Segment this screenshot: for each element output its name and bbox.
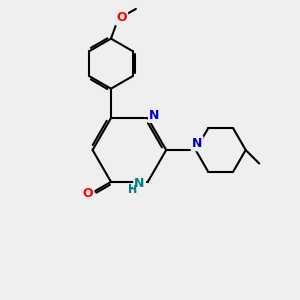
Text: N: N (149, 109, 160, 122)
Text: O: O (82, 187, 93, 200)
Text: H: H (128, 184, 138, 194)
Text: N: N (192, 137, 202, 150)
Text: N: N (149, 108, 160, 121)
Text: N: N (192, 137, 202, 150)
Text: O: O (117, 11, 127, 24)
Text: O: O (82, 187, 94, 201)
Text: H: H (128, 185, 138, 195)
Text: N: N (134, 178, 145, 191)
Text: O: O (116, 11, 127, 24)
Text: N: N (134, 177, 145, 190)
